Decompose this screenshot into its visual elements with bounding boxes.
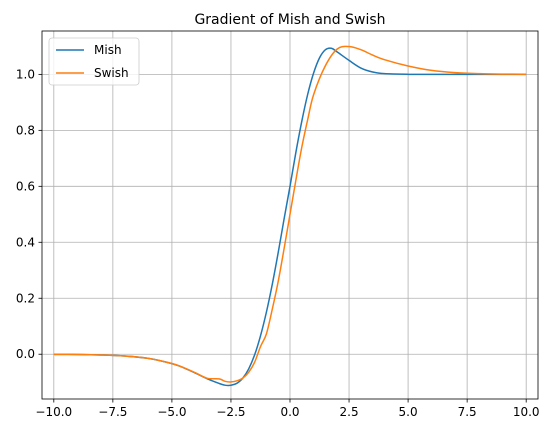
legend: Mish Swish (48, 37, 140, 86)
x-tick-label-8: 10.0 (513, 405, 540, 419)
x-tick-label-6: 5.0 (399, 405, 418, 419)
series-line-swish (53, 45, 527, 383)
x-tick-label-1: −7.5 (98, 405, 127, 419)
y-tick-label-3: 0.6 (16, 179, 35, 193)
x-tick-label-0: −10.0 (35, 405, 72, 419)
chart-title: Gradient of Mish and Swish (194, 12, 385, 28)
y-tick-label-4: 0.8 (16, 123, 35, 137)
axis-ticks: −10.0 −7.5 −5.0 −2.5 0.0 2.5 5.0 7.5 10.0 0.0 0.2 0… (16, 67, 540, 419)
x-tick-label-2: −5.0 (157, 405, 186, 419)
x-tick-label-3: −2.5 (216, 405, 245, 419)
legend-label-mish: Mish (94, 43, 122, 57)
series-group (53, 45, 527, 387)
y-tick-label-0: 0.0 (16, 347, 35, 361)
grid-lines (42, 31, 538, 399)
plot-frame (41, 30, 539, 400)
legend-label-swish: Swish (94, 66, 129, 80)
x-tick-label-5: 2.5 (340, 405, 359, 419)
y-tick-label-5: 1.0 (16, 67, 35, 81)
x-tick-label-7: 7.5 (458, 405, 477, 419)
x-tick-label-4: 0.0 (280, 405, 299, 419)
y-tick-label-1: 0.2 (16, 291, 35, 305)
y-tick-label-2: 0.4 (16, 235, 35, 249)
